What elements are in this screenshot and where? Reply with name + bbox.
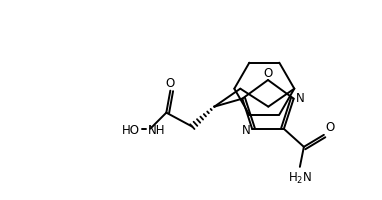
Text: HO: HO [122, 124, 140, 136]
Text: N: N [296, 92, 304, 105]
Text: N: N [241, 124, 250, 137]
Text: NH: NH [148, 124, 166, 136]
Text: O: O [263, 67, 273, 80]
Text: O: O [326, 120, 335, 133]
Text: H$_2$N: H$_2$N [288, 170, 312, 185]
Text: O: O [166, 76, 175, 89]
